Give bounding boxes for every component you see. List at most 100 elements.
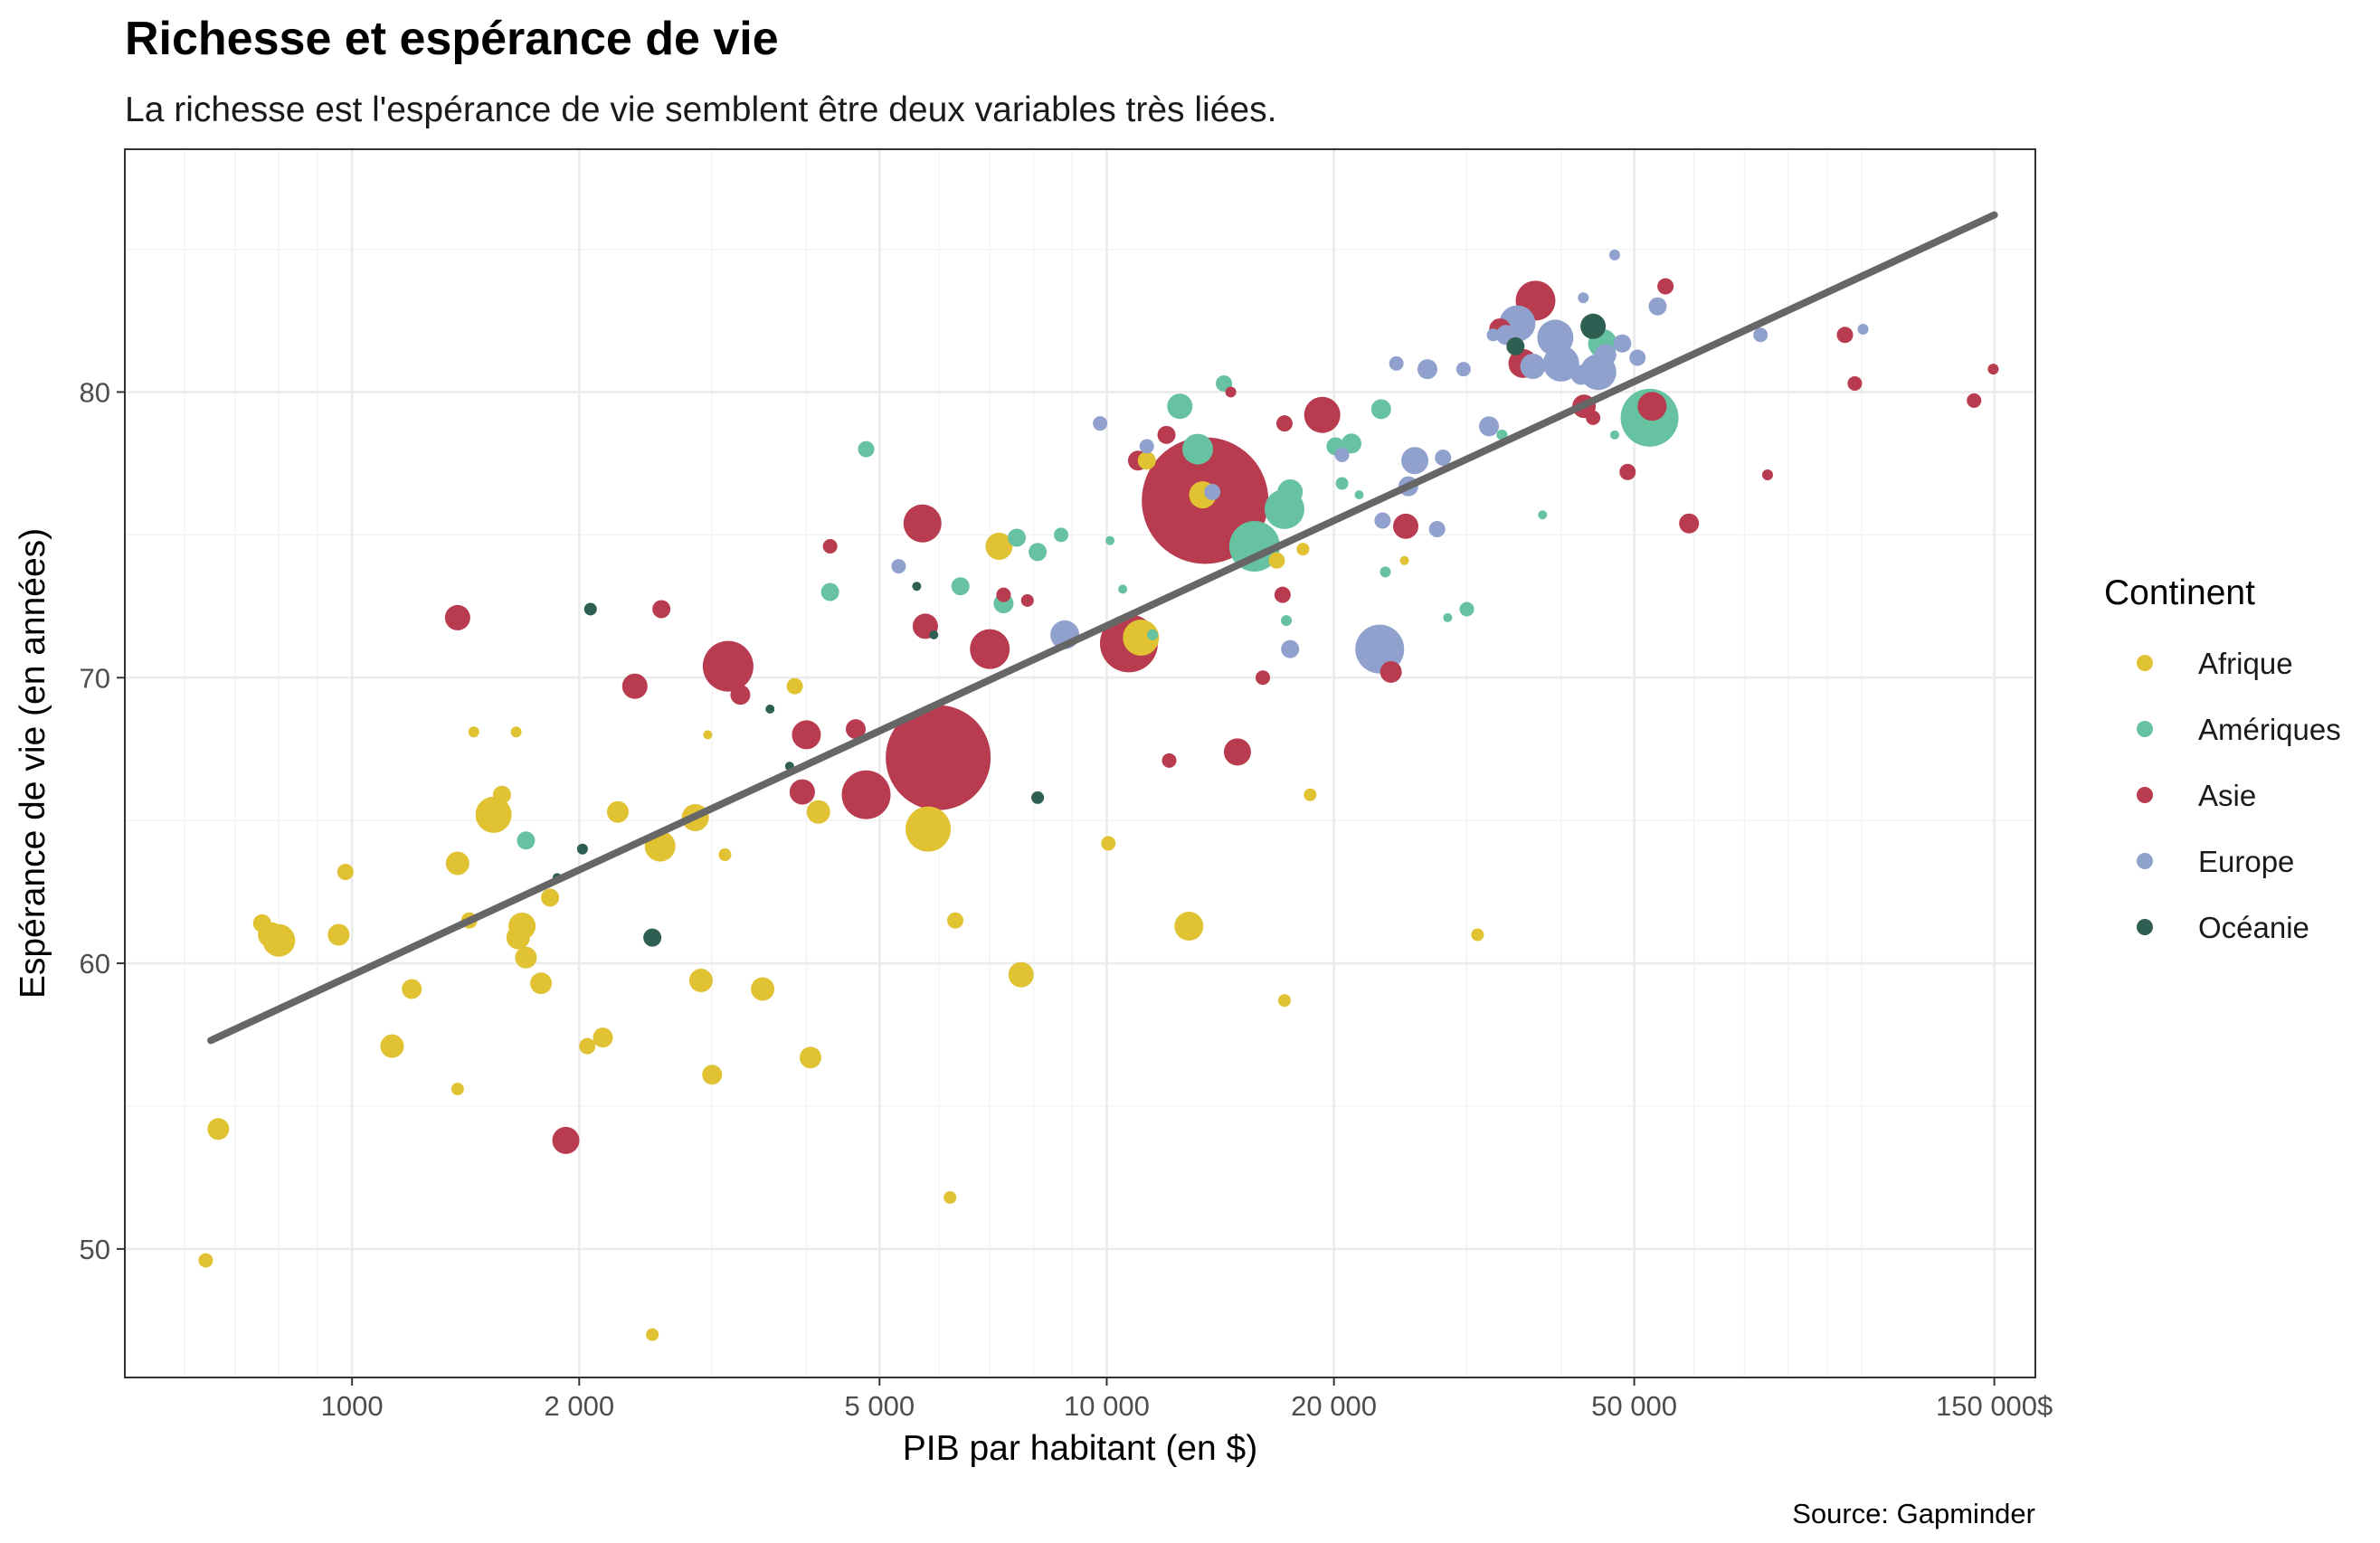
data-point <box>1335 477 1349 490</box>
data-point <box>891 559 906 574</box>
data-point <box>1341 433 1361 454</box>
legend-item-asie: Asie <box>2137 779 2256 812</box>
legend-key <box>2137 853 2153 869</box>
legend-key <box>2137 721 2153 737</box>
data-point <box>1281 615 1293 627</box>
data-point <box>1101 836 1116 851</box>
data-point <box>688 969 713 993</box>
data-point <box>327 923 350 946</box>
data-point <box>492 785 511 804</box>
data-point <box>1401 447 1429 475</box>
trend-line <box>207 211 1998 1045</box>
data-point <box>703 730 713 740</box>
x-tick-label: 2 000 <box>545 1390 615 1422</box>
data-point <box>1389 355 1404 371</box>
data-point <box>450 1083 464 1096</box>
legend-label: Asie <box>2198 779 2256 812</box>
y-tick-label: 60 <box>80 948 110 980</box>
data-point <box>1162 753 1177 768</box>
data-point <box>1182 433 1214 465</box>
data-point <box>1613 334 1632 353</box>
data-point <box>912 582 922 592</box>
data-point <box>445 851 469 876</box>
data-point <box>1586 410 1601 425</box>
chart-subtitle: La richesse est l'espérance de vie sembl… <box>125 90 1276 129</box>
x-tick-label: 10 000 <box>1064 1390 1150 1422</box>
data-point <box>583 602 597 616</box>
chart-caption: Source: Gapminder <box>1792 1498 2035 1529</box>
legend-title: Continent <box>2104 573 2255 612</box>
data-point <box>1255 670 1270 686</box>
data-point <box>1619 463 1636 480</box>
data-point <box>820 582 839 601</box>
data-point <box>1836 327 1854 344</box>
y-tick-label: 80 <box>80 376 110 408</box>
data-point <box>1053 527 1068 543</box>
data-point <box>1174 912 1204 942</box>
data-point <box>1031 790 1045 804</box>
data-point <box>1629 349 1646 366</box>
legend-label: Amériques <box>2198 713 2341 746</box>
data-point <box>1008 528 1027 547</box>
data-point <box>970 629 1010 669</box>
y-tick-label: 70 <box>80 662 110 694</box>
data-point <box>468 726 479 738</box>
x-tick-label: 20 000 <box>1291 1390 1377 1422</box>
data-point <box>792 720 821 750</box>
data-point <box>593 1027 613 1048</box>
data-point <box>541 888 560 907</box>
data-point <box>1370 399 1391 420</box>
y-axis-title: Espérance de vie (en années) <box>14 528 52 999</box>
legend-key <box>2137 655 2153 671</box>
data-point <box>1857 323 1869 335</box>
data-point <box>1648 297 1667 316</box>
data-point <box>1399 555 1409 565</box>
legend-key <box>2137 787 2153 803</box>
data-point <box>1761 469 1773 481</box>
data-point <box>1228 520 1280 572</box>
y-axis: 50 60 70 80 <box>80 376 125 1265</box>
data-point <box>1594 344 1617 366</box>
data-point <box>1304 396 1341 433</box>
data-point <box>985 532 1013 560</box>
data-point <box>1753 327 1768 343</box>
data-point <box>789 779 815 805</box>
data-point <box>380 1034 404 1058</box>
x-axis: 1000 2 000 5 000 10 000 20 000 50 000 150 000$ <box>321 1377 2053 1422</box>
data-point <box>1105 535 1115 545</box>
data-point <box>1008 961 1034 988</box>
data-point <box>947 912 964 929</box>
data-point <box>806 800 830 824</box>
data-point <box>730 685 751 705</box>
data-point <box>702 1065 723 1085</box>
data-point <box>1392 513 1418 539</box>
data-point <box>1157 425 1176 444</box>
legend-label: Océanie <box>2198 911 2309 944</box>
data-point <box>552 1126 580 1154</box>
data-point <box>1428 521 1446 538</box>
data-point <box>643 928 662 947</box>
data-point <box>858 440 875 458</box>
data-point <box>1657 278 1674 295</box>
data-point <box>1608 249 1620 260</box>
data-point <box>1637 392 1667 421</box>
data-point <box>1987 364 1999 375</box>
x-tick-label: 50 000 <box>1591 1390 1677 1422</box>
data-point <box>1204 483 1221 500</box>
data-point <box>1334 447 1350 462</box>
data-point <box>1520 354 1546 380</box>
data-point <box>1847 375 1863 391</box>
x-tick-label: 5 000 <box>845 1390 915 1422</box>
legend-item-ameriques: Amériques <box>2137 713 2341 746</box>
data-point <box>1296 543 1310 556</box>
data-point <box>929 630 939 639</box>
data-point <box>906 806 952 852</box>
y-tick-label: 50 <box>80 1234 110 1265</box>
data-point <box>822 538 838 554</box>
data-point <box>510 726 522 738</box>
data-point <box>576 843 588 855</box>
legend-label: Afrique <box>2198 647 2293 680</box>
data-point <box>1167 393 1193 420</box>
data-point <box>652 600 671 619</box>
